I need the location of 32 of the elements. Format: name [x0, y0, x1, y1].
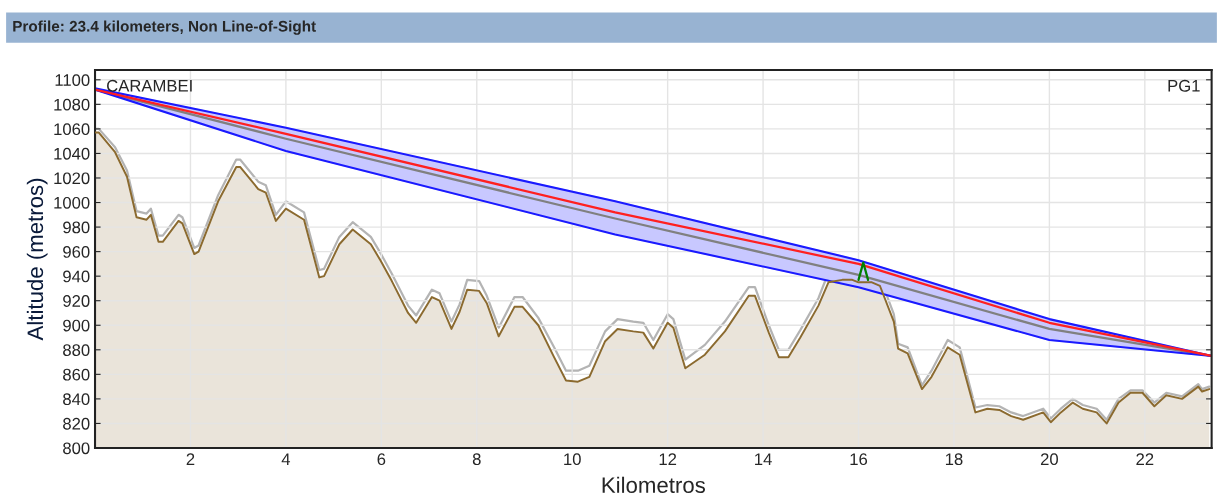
annotation: PG1 [1168, 79, 1200, 92]
y-tick-label: 940 [63, 270, 90, 283]
x-tick-label: 16 [850, 453, 868, 466]
y-tick-label: 1000 [54, 196, 90, 209]
y-tick-label: 1020 [54, 172, 90, 185]
y-tick-label: 1100 [55, 74, 90, 86]
x-tick-label: 4 [281, 453, 291, 465]
x-tick-label: 18 [945, 453, 963, 466]
x-tick-label: 22 [1136, 453, 1154, 465]
x-tick-label: 10 [564, 453, 581, 466]
x-axis-title: Kilometros [602, 476, 706, 494]
y-tick-label: 1060 [54, 123, 90, 136]
x-tick-label: 8 [472, 453, 481, 466]
x-tick-label: 20 [1040, 453, 1058, 466]
y-tick-label: 840 [63, 393, 90, 406]
y-tick-label: 1040 [54, 147, 90, 160]
x-tick-label: 2 [186, 453, 195, 465]
x-tick-label: 14 [755, 453, 772, 465]
y-tick-label: 820 [63, 417, 90, 430]
y-tick-label: 960 [63, 246, 90, 258]
y-tick-label: 900 [63, 319, 90, 332]
x-tick-label: 6 [377, 453, 386, 466]
chart-title: Profile: 23.4 kilometers, Non Line-of-Sight [13, 20, 316, 35]
y-tick-label: 920 [63, 295, 90, 307]
annotation: CARAMBEI [107, 79, 192, 92]
x-tick-label: 12 [659, 453, 677, 465]
y-tick-label: 980 [63, 221, 90, 234]
y-tick-label: 800 [63, 442, 90, 455]
y-tick-label: 880 [63, 344, 90, 356]
y-tick-label: 1080 [54, 98, 90, 111]
y-axis-title: Altitude (metros) [26, 178, 48, 341]
y-tick-label: 860 [63, 368, 90, 381]
